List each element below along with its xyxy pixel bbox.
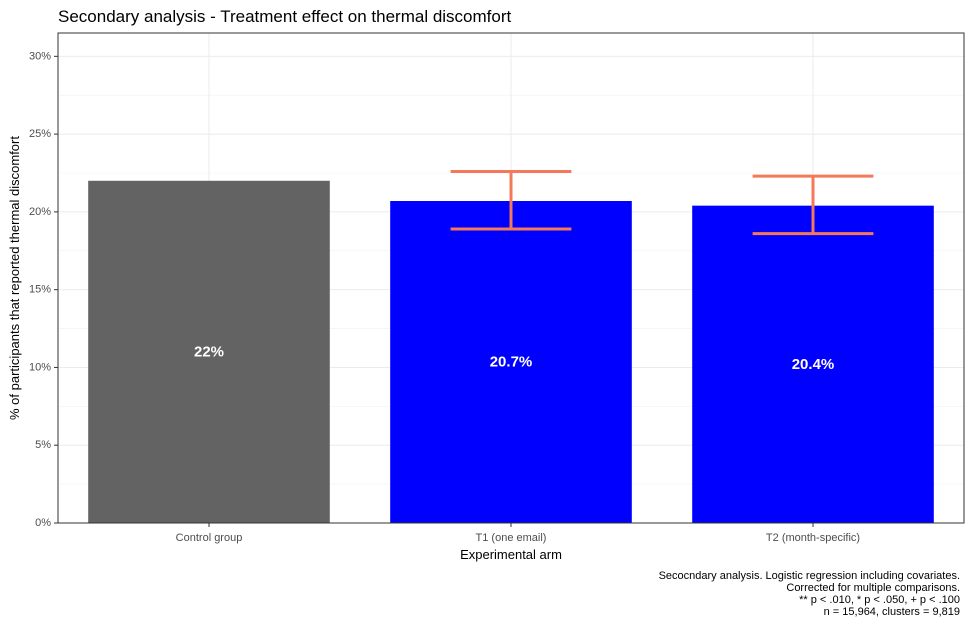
bar [88,180,330,523]
y-tick-label: 5% [35,439,51,451]
chart-title: Secondary analysis - Treatment effect on… [58,7,511,26]
y-tick-label: 25% [29,128,51,140]
y-tick-label: 0% [35,517,51,529]
caption: Secocndary analysis. Logistic regression… [659,570,960,618]
y-axis: 0% 5% 10% 15% 20% 25% 30% [29,50,58,529]
caption-line: n = 15,964, clusters = 9,819 [824,606,960,618]
error-bars [450,169,874,236]
x-axis-title: Experimental arm [460,547,562,562]
bar [692,205,934,523]
bar-value-label: 20.4% [792,356,835,373]
caption-line: Secocndary analysis. Logistic regression… [659,570,960,582]
y-axis-title: % of participants that reported thermal … [7,136,22,420]
y-tick-label: 10% [29,361,51,373]
x-axis: Control group T1 (one email) T2 (month-spe… [176,523,860,544]
caption-line: ** p < .010, * p < .050, + p < .100 [799,594,960,606]
bar [390,201,632,523]
bar-value-label: 20.7% [490,354,533,371]
bar-value-label: 22% [194,343,224,360]
x-tick-label: T1 (one email) [476,532,547,544]
x-tick-label: T2 (month-specific) [766,532,860,544]
x-tick-label: Control group [176,532,243,544]
bars [88,180,934,523]
caption-line: Corrected for multiple comparisons. [786,582,960,594]
y-tick-label: 20% [29,206,51,218]
bar-value-labels: 22% 20.7% 20.4% [194,343,834,372]
y-tick-label: 30% [29,50,51,62]
y-tick-label: 15% [29,284,51,296]
